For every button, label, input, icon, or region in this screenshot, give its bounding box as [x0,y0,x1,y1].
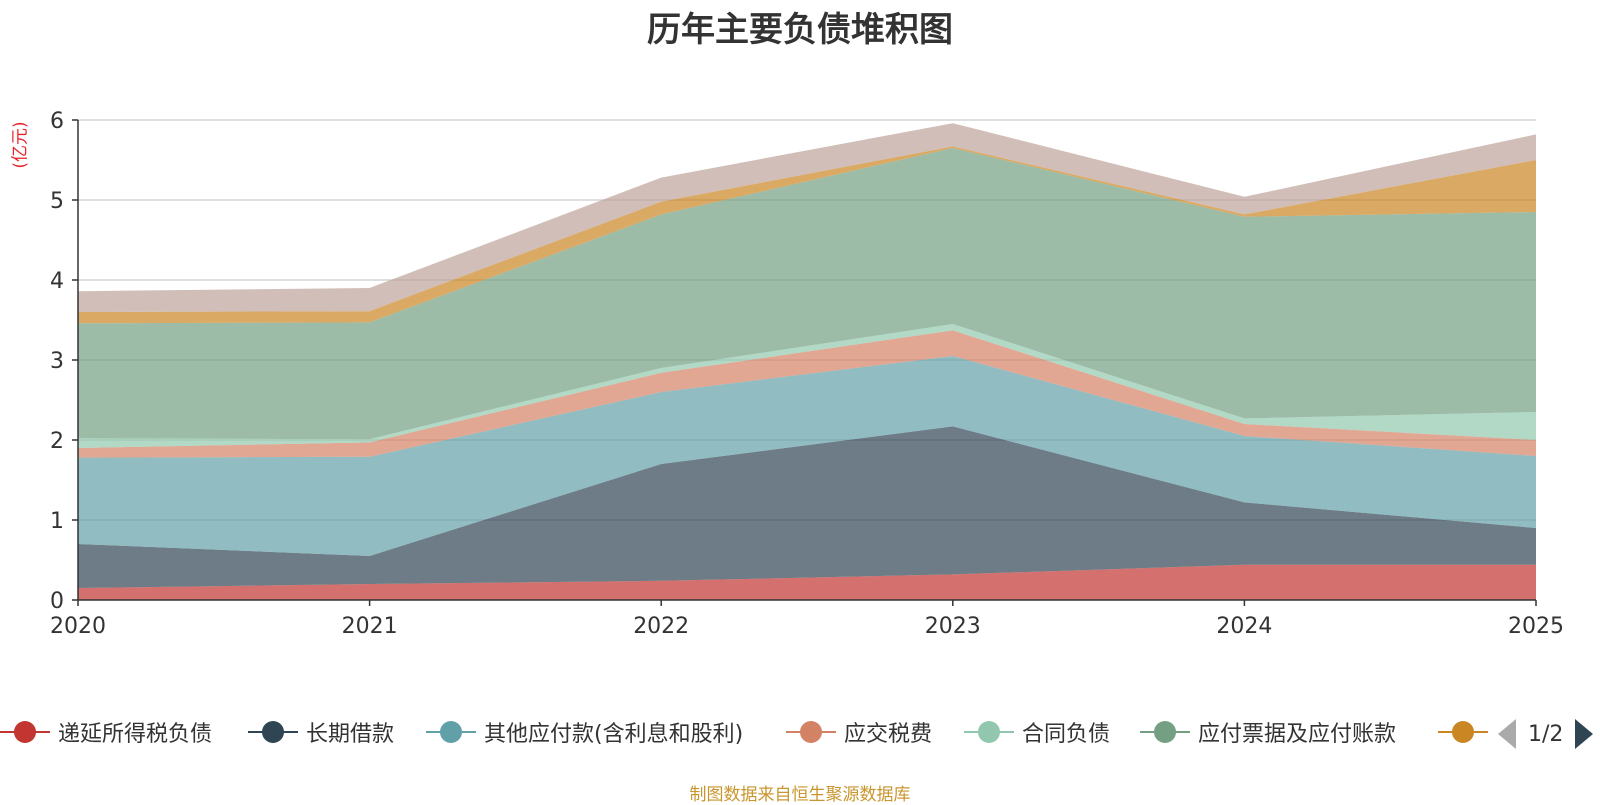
legend-label: 其他应付款(含利息和股利) [484,722,744,747]
x-tick-label: 2025 [1508,614,1564,639]
legend-item[interactable]: 应交税费 [786,712,932,752]
x-tick-label: 2021 [342,614,398,639]
y-tick-label: 2 [50,429,64,454]
y-tick-label: 4 [50,269,64,294]
legend-item[interactable]: 长期借款 [248,712,394,752]
legend-label: 应付票据及应付账款 [1198,722,1397,747]
legend-marker-icon [786,717,836,747]
legend-marker-icon [0,717,50,747]
y-tick-label: 5 [50,189,64,214]
area-series-4 [78,324,1536,448]
area-series-3 [78,330,1536,458]
legend-label: 长期借款 [306,722,395,747]
data-source-note: 制图数据来自恒生聚源数据库 [689,785,911,805]
chart-title: 历年主要负债堆积图 [647,10,953,50]
x-tick-label: 2023 [925,614,981,639]
legend: 递延所得税负债 长期借款 其他应付款(含利息和股利) 应交税费 合同负债 应付票据及应付账… [0,712,1600,752]
y-tick-label: 6 [50,109,64,134]
x-tick-label: 2024 [1216,614,1272,639]
area-series-2 [78,356,1536,556]
area-series-0 [78,564,1536,600]
legend-marker-icon [1140,717,1190,747]
pager-text: 1/2 [1528,721,1564,747]
y-tick-label: 3 [50,349,64,374]
y-tick-label: 1 [50,509,64,534]
y-tick-label: 0 [50,589,64,614]
legend-item[interactable]: 合同负债 [964,712,1110,752]
legend-label: 合同负债 [1022,722,1111,747]
legend-marker-icon [964,717,1014,747]
legend-item[interactable]: 应付票据及应付账款 [1140,712,1396,752]
legend-label: 应交税费 [844,722,933,747]
area-series-5 [78,148,1536,440]
legend-pager: 1/2 [1498,717,1594,751]
legend-item[interactable]: 其他应付款(含利息和股利) [426,712,743,752]
legend-label: 递延所得税负债 [58,722,213,747]
legend-item[interactable] [1438,712,1488,752]
pager-next-icon[interactable] [1575,719,1594,749]
legend-item[interactable]: 递延所得税负债 [0,712,212,752]
legend-marker-icon [248,717,298,747]
area-series-1 [78,426,1536,588]
legend-marker-icon [426,717,476,747]
y-axis-unit: (亿元) [10,121,31,169]
x-tick-label: 2022 [633,614,689,639]
area-series-7 [78,123,1536,312]
pager-prev-icon[interactable] [1498,719,1516,749]
x-tick-label: 2020 [50,614,106,639]
legend-marker-icon [1438,717,1488,747]
